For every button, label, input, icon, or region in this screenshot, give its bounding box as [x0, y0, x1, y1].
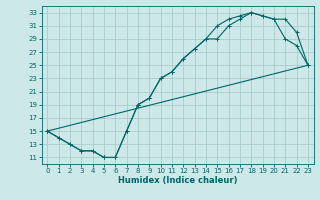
X-axis label: Humidex (Indice chaleur): Humidex (Indice chaleur)	[118, 176, 237, 185]
